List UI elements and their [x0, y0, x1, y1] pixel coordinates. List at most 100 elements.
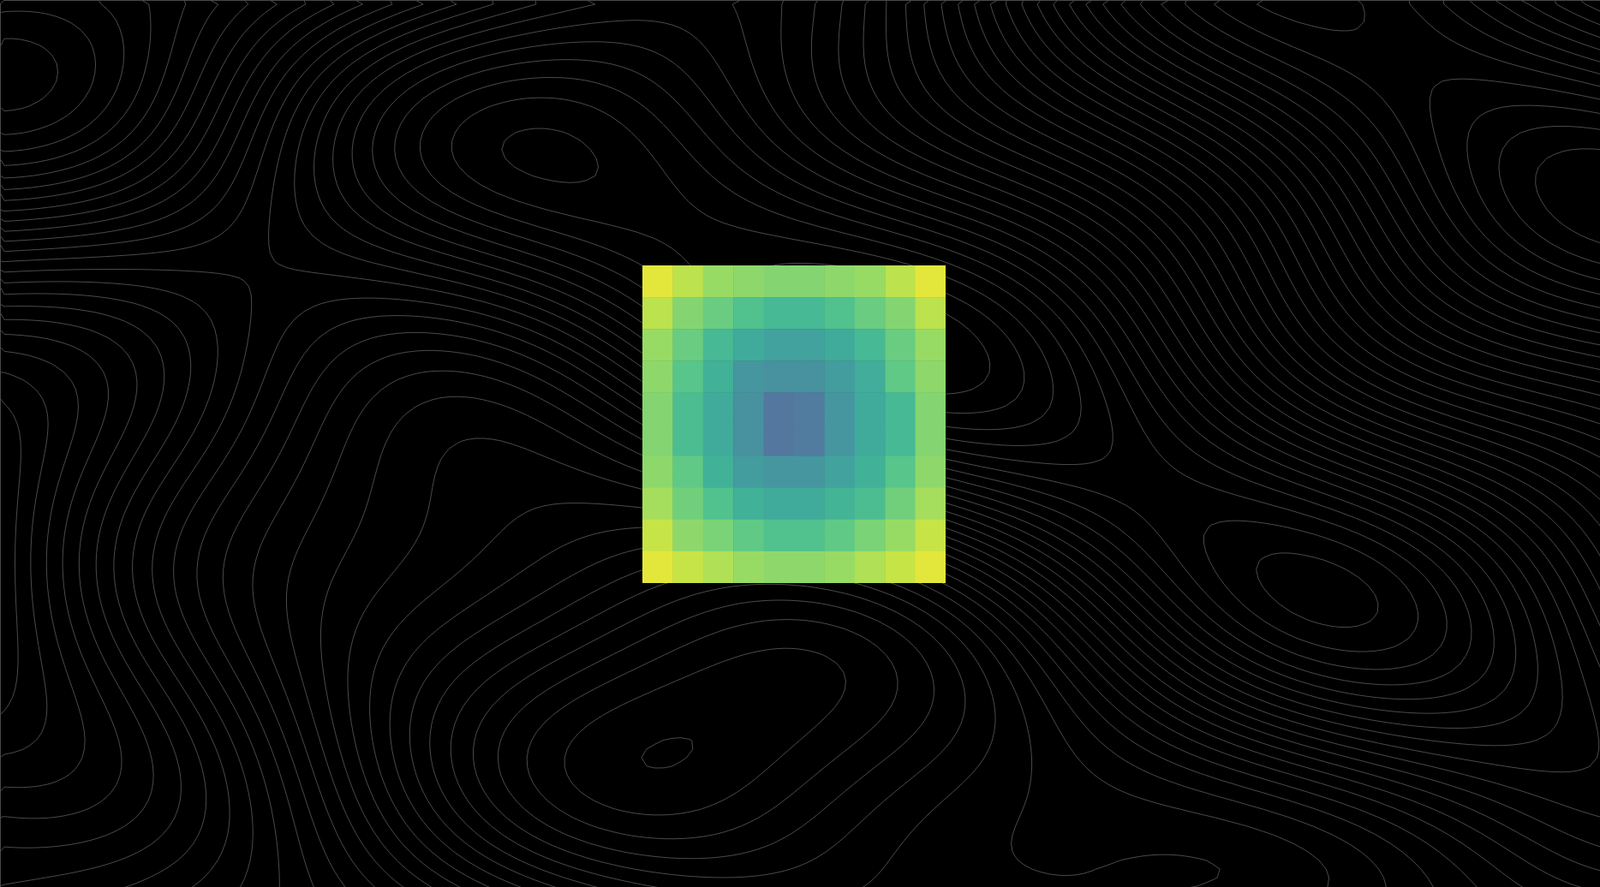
heatmap-cell [823, 360, 855, 394]
topo-line [0, 0, 1600, 887]
topo-line [0, 0, 1600, 887]
heatmap-cell [884, 392, 916, 425]
heatmap-cell [672, 392, 704, 425]
heatmap-cell [703, 488, 735, 521]
chart [0, 0, 1600, 887]
topo-line [0, 0, 1600, 887]
topo-line [0, 0, 1600, 887]
heatmap-cell [764, 392, 795, 425]
heatmap-cell [854, 488, 886, 521]
heatmap-cell [733, 519, 765, 553]
topo-line [1256, 0, 1600, 296]
heatmap-cell [733, 551, 765, 584]
heatmap-cell [794, 488, 825, 521]
topo-line [1161, 0, 1600, 335]
heatmap-cell [823, 488, 855, 521]
topo-line [0, 0, 1600, 887]
heatmap-cell [642, 360, 674, 394]
heatmap-cell [703, 328, 735, 362]
topo-line [641, 0, 1600, 769]
topo-line [0, 0, 1600, 887]
heatmap-cell [915, 265, 946, 299]
heatmap-cell [884, 424, 916, 458]
topo-line [0, 0, 1600, 887]
heatmap-cell [915, 392, 946, 425]
heatmap-cell [854, 456, 886, 490]
heatmap-cell [733, 297, 765, 330]
topo-line [564, 0, 1600, 816]
heatmap-cell [794, 360, 825, 394]
heatmap-cell [794, 297, 825, 330]
heatmap-cell [703, 519, 735, 553]
heatmap-cell [823, 328, 855, 362]
heatmap-cell [915, 424, 946, 458]
topo-line [0, 0, 1600, 887]
heatmap-cell [672, 297, 704, 330]
heatmap-cell [672, 360, 704, 394]
heatmap-cell [854, 328, 886, 362]
topo-line [0, 0, 1600, 887]
heatmap-cell [672, 519, 704, 553]
heatmap-cell [642, 488, 674, 521]
heatmap-cell [764, 297, 795, 330]
heatmap-cell [794, 456, 825, 490]
heatmap-cell [854, 360, 886, 394]
heatmap-cell [703, 265, 735, 299]
heatmap-cell [672, 328, 704, 362]
heatmap-cell [823, 424, 855, 458]
topo-line [0, 0, 1600, 887]
heatmap-cell [794, 424, 825, 458]
heatmap-cell [703, 424, 735, 458]
heatmap-cell [794, 551, 825, 584]
heatmap-cell [764, 424, 795, 458]
heatmap-cell [823, 456, 855, 490]
heatmap-cell [884, 488, 916, 521]
heatmap-cell [884, 551, 916, 584]
heatmap-cell [642, 519, 674, 553]
heatmap-cell [764, 265, 795, 299]
topo-line [0, 0, 1600, 887]
topo-line [0, 0, 1600, 887]
heatmap-cell [764, 519, 795, 553]
heatmap-cell [672, 424, 704, 458]
heatmap-cell [733, 424, 765, 458]
topo-line [0, 0, 1600, 887]
topo-line [1498, 125, 1600, 265]
topo-line [0, 0, 1600, 887]
heatmap-cell [823, 297, 855, 330]
heatmap-cell [915, 488, 946, 521]
heatmap-cell [764, 456, 795, 490]
topo-line [0, 0, 1600, 878]
topo-line [0, 0, 1600, 887]
topo-line [0, 0, 1600, 887]
heatmap-cell [642, 424, 674, 458]
heatmap-cell [764, 360, 795, 394]
topo-line [0, 0, 1600, 887]
heatmap-cell [823, 551, 855, 584]
heatmap-cell [915, 456, 946, 490]
heatmap-cell [884, 265, 916, 299]
heatmap-cell [823, 392, 855, 425]
topo-line [0, 0, 1600, 887]
topo-line [0, 0, 1600, 887]
topo-line [0, 0, 1600, 887]
heatmap-cell [854, 519, 886, 553]
topo-line [0, 0, 1600, 887]
heatmap-cell [733, 328, 765, 362]
heatmap-cell [703, 360, 735, 394]
heatmap-cell [884, 456, 916, 490]
heatmap-cell [733, 392, 765, 425]
background [0, 0, 1600, 887]
heatmap-cell [703, 456, 735, 490]
heatmap-cell [672, 488, 704, 521]
topo-line [1467, 105, 1600, 281]
heatmap-cell [915, 360, 946, 394]
heatmap-cell [915, 551, 946, 584]
topo-line [0, 0, 1600, 887]
heatmap-cell [854, 424, 886, 458]
heatmap-cell [794, 265, 825, 299]
heatmap-cell [915, 328, 946, 362]
topo-line [526, 0, 1600, 840]
heatmap-cell [703, 392, 735, 425]
heatmap-cell [764, 488, 795, 521]
